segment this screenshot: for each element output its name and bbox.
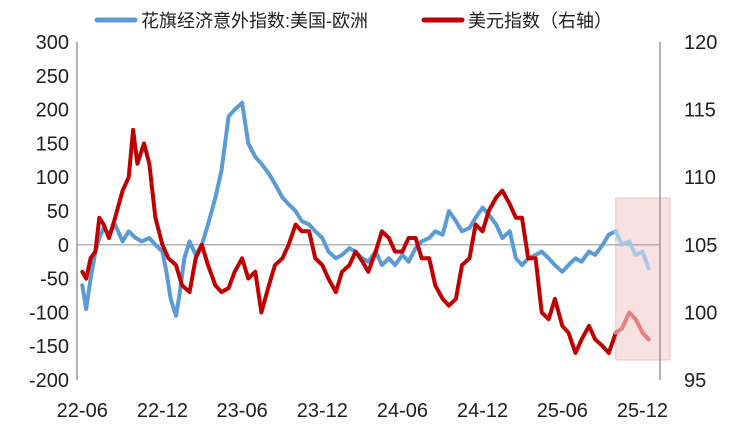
x-tick-label: 23-06 bbox=[217, 400, 268, 422]
x-tick-label: 24-12 bbox=[457, 400, 508, 422]
y-left-tick-label: 0 bbox=[58, 235, 69, 257]
y-left-tick-label: 250 bbox=[36, 66, 69, 88]
series-line-dollar-index-highlighted bbox=[613, 310, 651, 342]
y-left-tick-label: -200 bbox=[29, 370, 69, 392]
series-layer bbox=[80, 100, 651, 355]
y-right-tick-label: 95 bbox=[684, 370, 706, 392]
y-left-tick-label: 50 bbox=[47, 201, 69, 223]
legend: 花旗经济意外指数:美国-欧洲 美元指数（右轴） bbox=[94, 11, 612, 31]
x-tick-label: 23-12 bbox=[297, 400, 348, 422]
legend-label-dollar-index: 美元指数（右轴） bbox=[468, 11, 612, 31]
axis-layer bbox=[76, 42, 661, 380]
y-left-tick-label: -100 bbox=[29, 302, 69, 324]
y-left-tick-label: 200 bbox=[36, 100, 69, 122]
legend-label-citi-surprise: 花旗经济意外指数:美国-欧洲 bbox=[141, 11, 368, 31]
series-line-citi-surprise bbox=[80, 100, 618, 318]
y-right-tick-label: 110 bbox=[684, 167, 716, 189]
y-right-tick-label: 115 bbox=[684, 100, 716, 122]
y-right-tick-label: 105 bbox=[684, 235, 717, 257]
y-left-tick-label: -150 bbox=[29, 336, 69, 358]
series-line-citi-surprise-highlighted bbox=[613, 229, 651, 271]
y-right-tick-label: 120 bbox=[684, 32, 717, 54]
x-tick-label: 25-06 bbox=[537, 400, 588, 422]
y-right-tick-label: 100 bbox=[684, 302, 717, 324]
y-left-tick-label: -50 bbox=[40, 269, 69, 291]
y-left-tick-label: 100 bbox=[36, 167, 69, 189]
ticks-layer: 300 250 200 150 100 50 0 -50 -100 -150 -200 120 115 1… bbox=[29, 32, 717, 422]
x-tick-label: 22-12 bbox=[137, 400, 188, 422]
x-tick-label: 24-06 bbox=[377, 400, 428, 422]
x-tick-label: 22-06 bbox=[57, 400, 108, 422]
y-left-tick-label: 300 bbox=[36, 32, 69, 54]
y-left-tick-label: 150 bbox=[36, 133, 69, 155]
series-line-dollar-index bbox=[80, 127, 618, 355]
x-tick-label: 25-12 bbox=[617, 400, 668, 422]
